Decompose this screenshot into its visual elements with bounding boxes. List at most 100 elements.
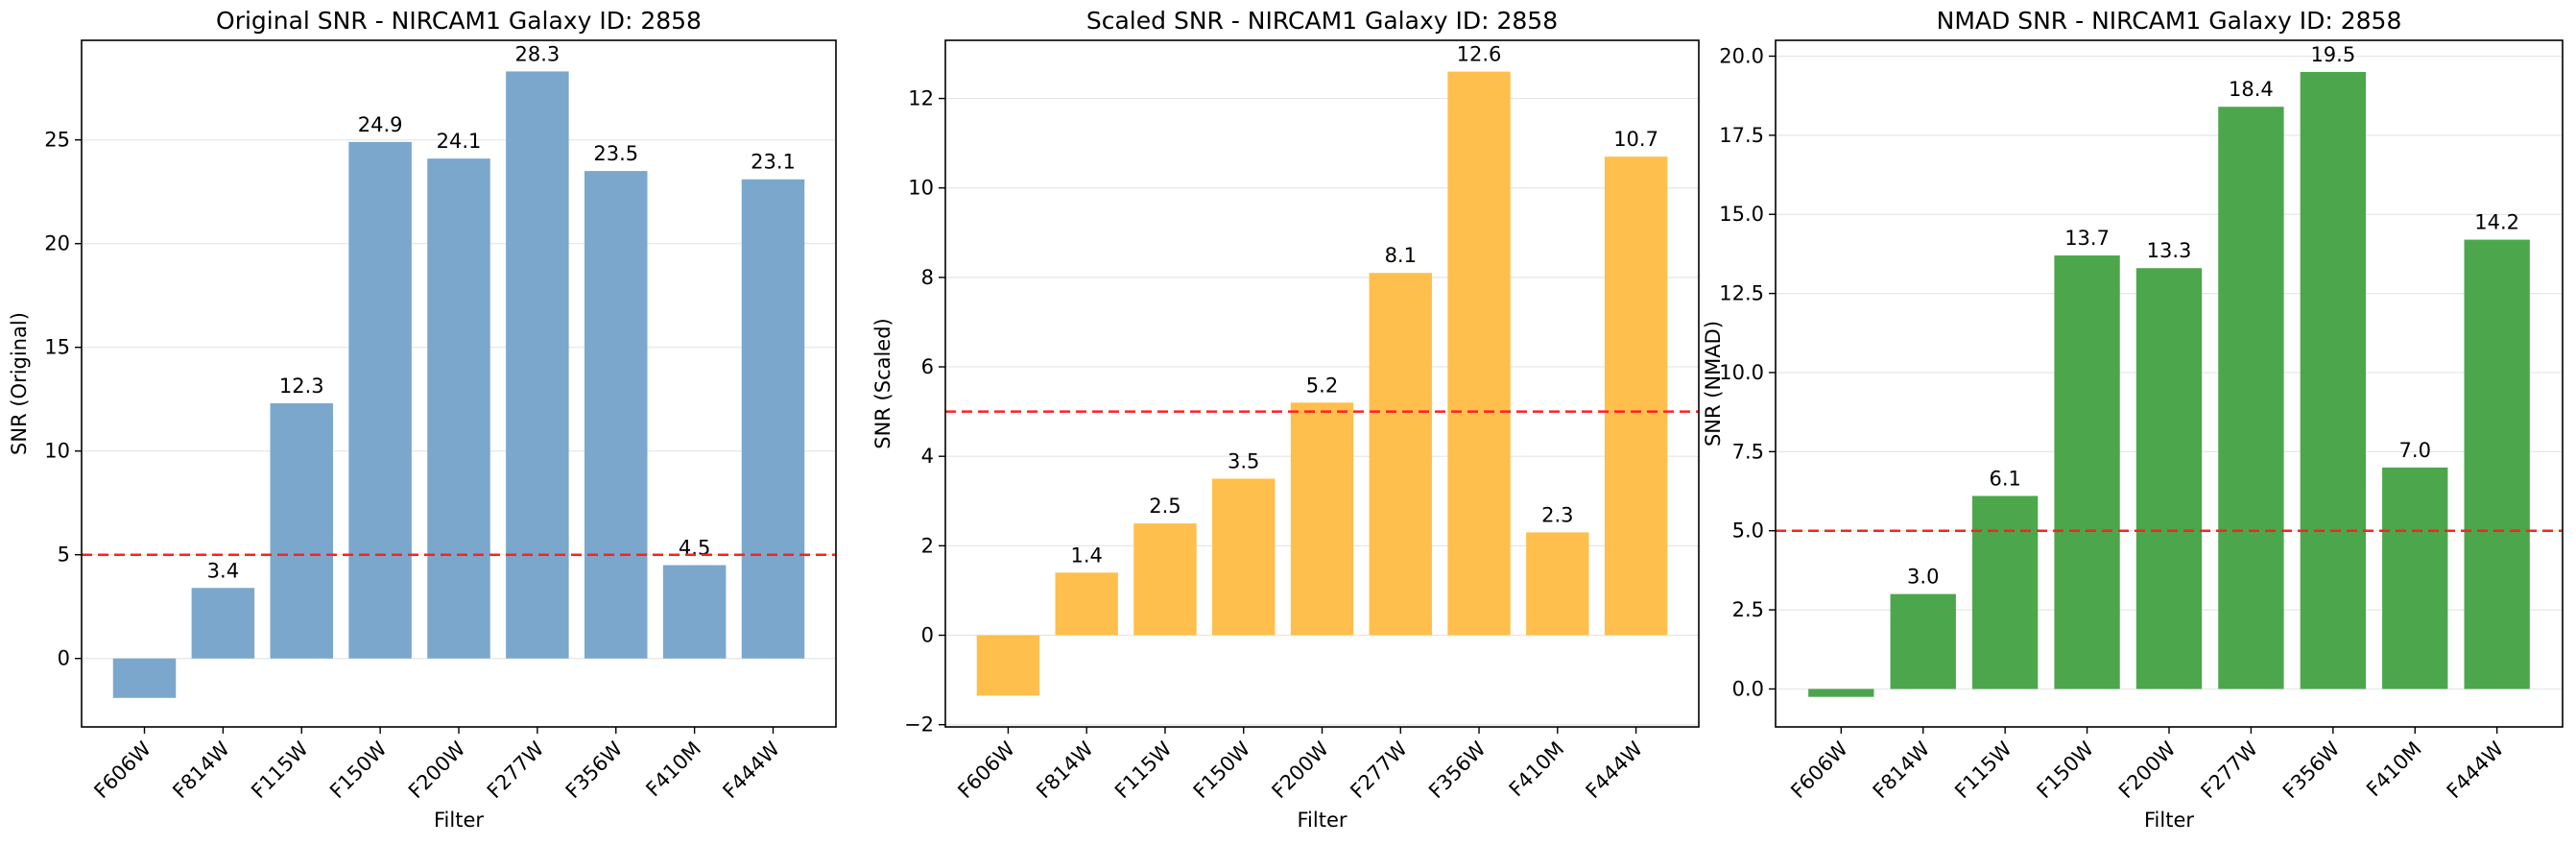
bar-f150w bbox=[2054, 255, 2120, 689]
bar-f606w bbox=[1808, 689, 1874, 697]
bar-f200w bbox=[2135, 268, 2203, 689]
x-tick-label: F150W bbox=[2033, 737, 2099, 803]
x-tick-label: F444W bbox=[1582, 737, 1648, 803]
x-tick-label: F115W bbox=[1950, 737, 2016, 803]
chart-panel-3: 3.0 6.1 13.7 13.3 18.4 19.5 7.0 14.2 0.0 2.5 5.0 7.… bbox=[1702, 7, 2564, 832]
y-axis-label: SNR (Scaled) bbox=[871, 318, 894, 449]
bar-f444w bbox=[2464, 239, 2530, 689]
y-axis-label: SNR (NMAD) bbox=[1702, 321, 1725, 447]
y-tick-label: 6 bbox=[921, 355, 934, 378]
bar-f115w bbox=[1133, 523, 1197, 636]
x-tick-label: F150W bbox=[1189, 737, 1255, 803]
bar-value-label: 6.1 bbox=[1989, 467, 2020, 490]
bar-value-label: 12.3 bbox=[279, 375, 324, 398]
bar-value-label: 2.5 bbox=[1149, 495, 1181, 518]
bar-value-label: 7.0 bbox=[2399, 439, 2431, 462]
x-tick-label: F444W bbox=[718, 737, 784, 803]
bar-f277w bbox=[2218, 107, 2284, 689]
y-tick-label: 20 bbox=[44, 232, 70, 255]
bar-value-label: 19.5 bbox=[2310, 43, 2355, 66]
x-tick-label: F277W bbox=[2196, 737, 2262, 803]
chart-title: Scaled SNR - NIRCAM1 Galaxy ID: 2858 bbox=[1086, 7, 1558, 35]
x-tick-label: F606W bbox=[89, 737, 155, 803]
bar-f814w bbox=[191, 588, 255, 659]
bar-f115w bbox=[270, 403, 333, 659]
x-tick-label: F814W bbox=[1869, 737, 1935, 803]
y-tick-label: 10.0 bbox=[1719, 361, 1764, 384]
bar-value-label: 12.6 bbox=[1457, 43, 1502, 66]
y-tick-label: 4 bbox=[921, 445, 934, 468]
y-tick-label: 2 bbox=[921, 534, 934, 557]
bar-f200w bbox=[1290, 402, 1354, 636]
bar-value-label: 28.3 bbox=[514, 42, 560, 65]
y-tick-label: 15.0 bbox=[1719, 203, 1764, 226]
bar-f277w bbox=[506, 71, 569, 659]
y-tick-label: 0 bbox=[58, 647, 70, 670]
x-tick-label: F356W bbox=[1424, 737, 1491, 803]
y-tick-label: 10 bbox=[44, 440, 70, 463]
y-tick-label: 0.0 bbox=[1732, 677, 1764, 700]
bar-f410m bbox=[1526, 532, 1589, 636]
y-tick-label: 17.5 bbox=[1719, 124, 1764, 147]
chart-panel-1: 3.412.324.924.128.323.54.523.10510152025… bbox=[8, 7, 837, 832]
y-tick-label: 7.5 bbox=[1732, 440, 1764, 463]
bar-value-label: 1.4 bbox=[1070, 544, 1102, 567]
bar-value-label: 18.4 bbox=[2229, 78, 2274, 101]
y-tick-label: 20.0 bbox=[1719, 44, 1764, 67]
bar-f606w bbox=[976, 635, 1040, 696]
x-tick-label: F410M bbox=[641, 737, 705, 802]
x-axis-label: Filter bbox=[1297, 809, 1347, 832]
y-tick-label: 12 bbox=[908, 87, 934, 110]
x-tick-label: F277W bbox=[1346, 737, 1412, 803]
x-tick-label: F814W bbox=[1032, 737, 1098, 803]
x-tick-label: F606W bbox=[953, 737, 1019, 803]
y-axis-label: SNR (Original) bbox=[8, 312, 31, 455]
x-tick-label: F444W bbox=[2443, 737, 2509, 803]
x-tick-label: F277W bbox=[483, 737, 549, 803]
x-axis-label: Filter bbox=[434, 809, 484, 832]
bar-f410m bbox=[662, 565, 727, 659]
bar-value-label: 3.0 bbox=[1907, 566, 1939, 589]
y-tick-label: 12.5 bbox=[1719, 282, 1764, 305]
x-axis-label: Filter bbox=[2144, 809, 2194, 832]
bar-value-label: 23.5 bbox=[593, 142, 638, 165]
x-tick-label: F606W bbox=[1786, 737, 1852, 803]
y-tick-label: 5 bbox=[58, 544, 70, 567]
y-tick-label: −2 bbox=[904, 713, 934, 737]
bar-f444w bbox=[1604, 157, 1668, 636]
bar-value-label: 2.3 bbox=[1541, 503, 1573, 526]
y-tick-label: 0 bbox=[921, 624, 934, 647]
bar-f606w bbox=[112, 658, 177, 698]
bar-value-label: 8.1 bbox=[1385, 244, 1417, 267]
bar-f356w bbox=[1447, 71, 1511, 636]
y-tick-label: 10 bbox=[908, 177, 934, 200]
bar-value-label: 10.7 bbox=[1613, 128, 1658, 151]
bar-value-label: 13.3 bbox=[2147, 239, 2192, 262]
bar-value-label: 13.7 bbox=[2064, 227, 2110, 250]
bar-f410m bbox=[2382, 467, 2448, 689]
x-tick-label: F115W bbox=[247, 737, 313, 803]
y-tick-label: 2.5 bbox=[1732, 598, 1764, 621]
y-tick-label: 15 bbox=[44, 336, 70, 359]
x-tick-label: F356W bbox=[561, 737, 628, 803]
bar-f814w bbox=[1890, 593, 1956, 689]
x-tick-label: F200W bbox=[1267, 737, 1333, 803]
bar-f356w bbox=[2300, 71, 2366, 689]
bar-f115w bbox=[1972, 496, 2039, 689]
bar-f814w bbox=[1055, 572, 1118, 636]
x-tick-label: F410M bbox=[1505, 737, 1569, 802]
bar-f444w bbox=[741, 179, 805, 659]
y-tick-label: 8 bbox=[921, 266, 934, 289]
bar-value-label: 3.4 bbox=[207, 559, 239, 582]
x-tick-label: F150W bbox=[325, 737, 392, 803]
bar-f200w bbox=[427, 158, 490, 659]
chart-panel-2: 1.4 2.5 3.5 5.2 8.1 12.6 2.3 10.7 −2 0 2 4 6 8 10 12 F60… bbox=[871, 7, 1700, 832]
x-tick-label: F200W bbox=[404, 737, 470, 803]
bar-f150w bbox=[348, 141, 412, 659]
bar-f277w bbox=[1369, 273, 1432, 636]
y-tick-label: 25 bbox=[44, 129, 70, 152]
bar-f356w bbox=[584, 171, 648, 659]
bar-value-label: 5.2 bbox=[1306, 374, 1338, 397]
x-tick-label: F814W bbox=[168, 737, 234, 803]
